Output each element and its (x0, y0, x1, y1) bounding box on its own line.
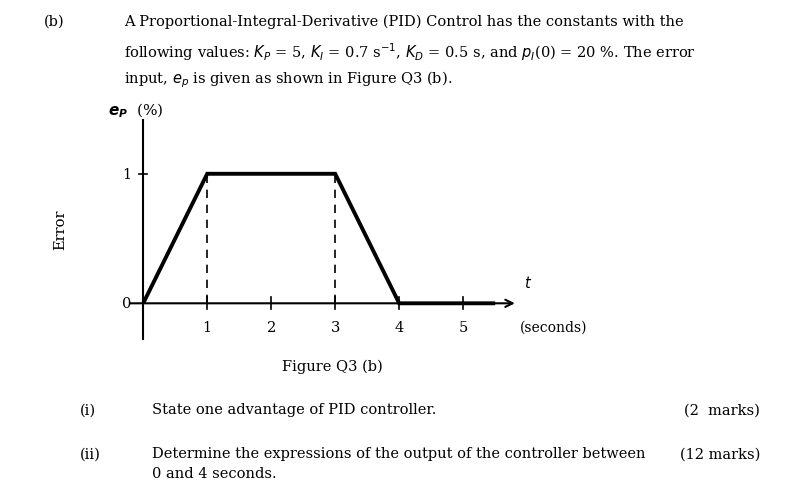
Text: (12 marks): (12 marks) (680, 447, 760, 461)
Text: Determine the expressions of the output of the controller between
0 and 4 second: Determine the expressions of the output … (152, 447, 646, 481)
Text: 4: 4 (394, 321, 404, 334)
Text: State one advantage of PID controller.: State one advantage of PID controller. (152, 403, 436, 417)
Text: (i): (i) (80, 403, 96, 417)
Text: (seconds): (seconds) (519, 321, 587, 334)
Text: $t$: $t$ (524, 275, 532, 291)
Text: 5: 5 (458, 321, 468, 334)
Text: Error: Error (53, 209, 67, 249)
Text: input, $e_p$ is given as shown in Figure Q3 (b).: input, $e_p$ is given as shown in Figure… (124, 69, 452, 90)
Text: Figure Q3 (b): Figure Q3 (b) (282, 359, 382, 373)
Text: A Proportional-Integral-Derivative (PID) Control has the constants with the: A Proportional-Integral-Derivative (PID)… (124, 15, 684, 29)
Text: following values: $K_P$ = 5, $K_I$ = 0.7 s$^{-1}$, $K_D$ = 0.5 s, and $p_I$(0) =: following values: $K_P$ = 5, $K_I$ = 0.7… (124, 41, 696, 63)
Text: 0: 0 (122, 297, 132, 311)
Text: (b): (b) (44, 15, 65, 29)
Text: (2  marks): (2 marks) (684, 403, 760, 417)
Text: $\bfit{e}_{\bfit{P}}$  (%): $\bfit{e}_{\bfit{P}}$ (%) (108, 102, 164, 120)
Text: (ii): (ii) (80, 447, 101, 461)
Text: 3: 3 (330, 321, 340, 334)
Text: 2: 2 (266, 321, 276, 334)
Text: 1: 1 (202, 321, 212, 334)
Text: 1: 1 (122, 167, 132, 182)
